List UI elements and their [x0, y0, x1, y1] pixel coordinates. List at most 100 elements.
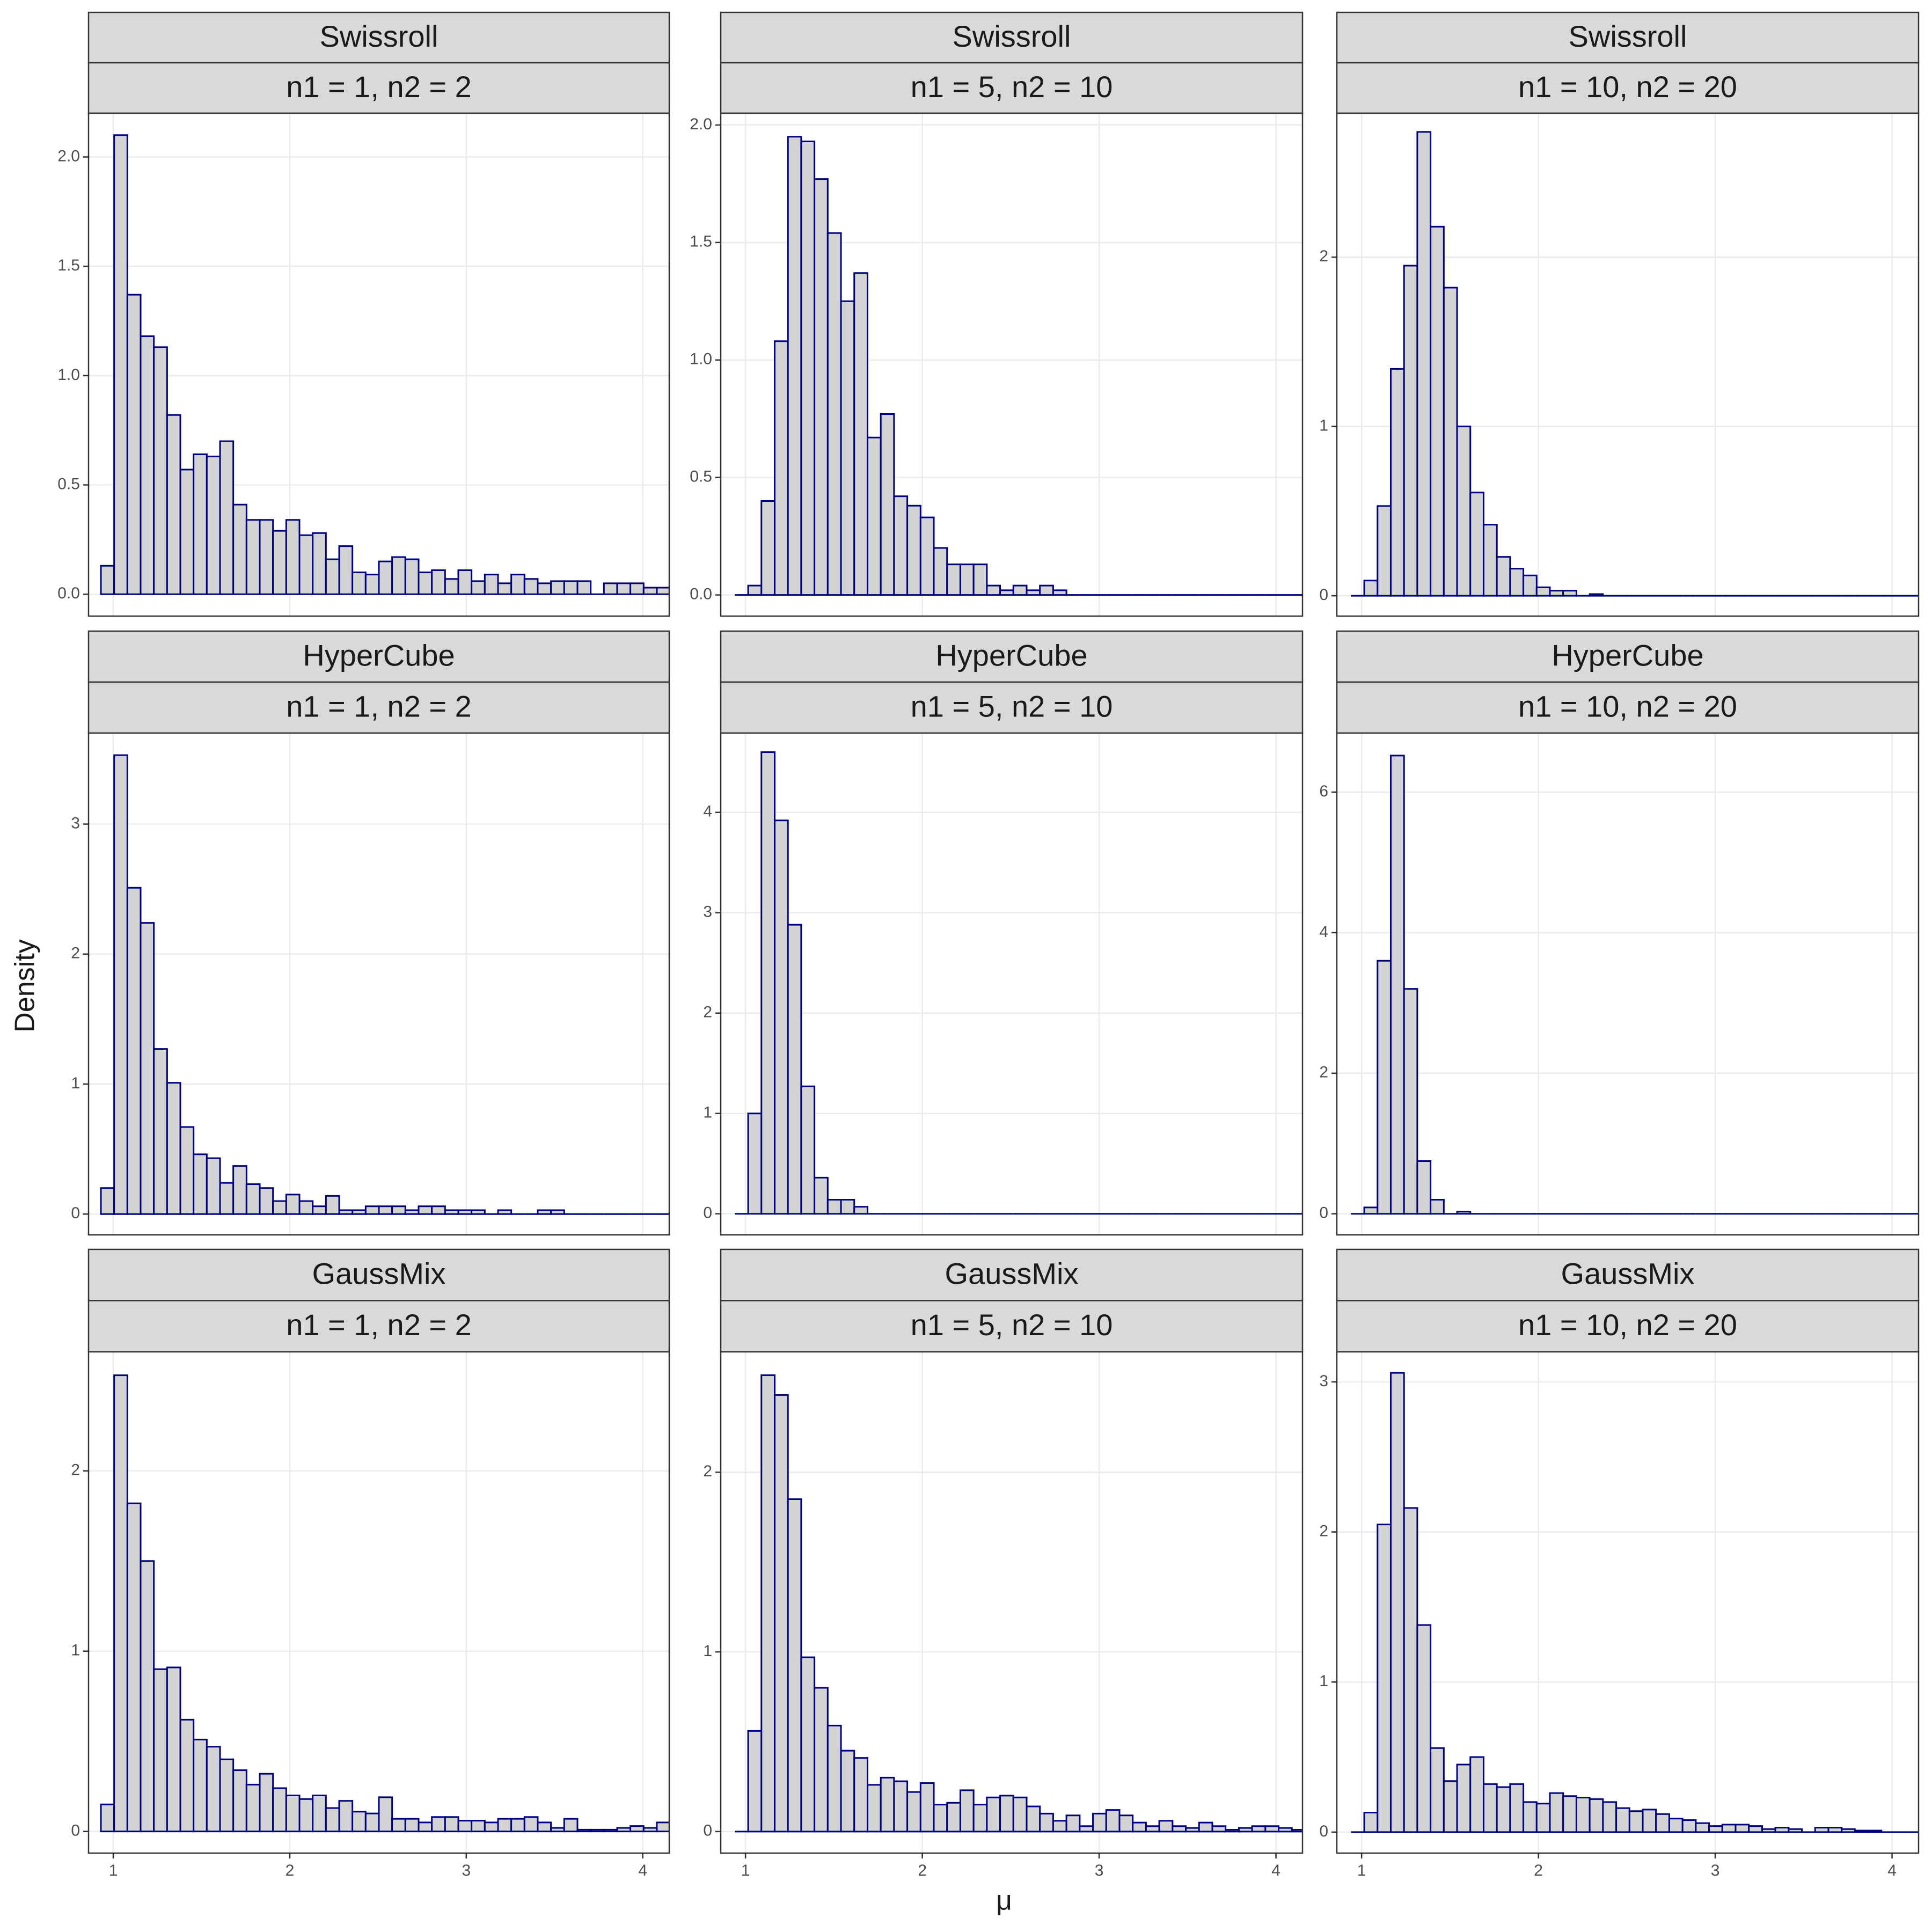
bar: [1509, 568, 1525, 597]
bar: [1079, 1825, 1094, 1833]
bar: [1443, 1780, 1458, 1833]
bar: [1867, 1829, 1883, 1833]
bars: [735, 136, 1302, 596]
bar: [1575, 1797, 1591, 1833]
bar: [1841, 1828, 1856, 1833]
bar: [378, 1205, 393, 1215]
strip-title: GaussMix: [312, 1257, 446, 1291]
bar: [1052, 589, 1067, 596]
strip-title: Swissroll: [320, 19, 438, 53]
bars: [1351, 1372, 1919, 1833]
bar: [866, 436, 882, 596]
bar: [1012, 584, 1028, 596]
bar: [814, 178, 829, 596]
bar: [1065, 1814, 1081, 1833]
bar: [418, 1821, 433, 1833]
bar: [563, 1818, 579, 1833]
bar: [893, 1780, 909, 1833]
y-tick-label: 0.5: [57, 475, 80, 493]
panel-border: [87, 732, 670, 1236]
bar: [285, 1194, 301, 1215]
bar: [630, 582, 645, 595]
bar: [1092, 1812, 1107, 1833]
strip-title: Swissroll: [953, 19, 1071, 53]
bar: [760, 1374, 775, 1833]
bars: [735, 1374, 1302, 1833]
bar: [471, 1820, 486, 1833]
bar: [550, 1209, 565, 1215]
strip-title: HyperCube: [303, 638, 455, 672]
bar: [232, 1769, 247, 1833]
bar: [1145, 1825, 1160, 1833]
x-tick-label: 2: [918, 1862, 927, 1879]
panel-border: [720, 732, 1304, 1236]
y-tick-label: 1.5: [690, 233, 712, 251]
bar: [179, 469, 195, 595]
strip: [1336, 1248, 1920, 1301]
bar: [1602, 1801, 1618, 1833]
strip-title: Swissroll: [1569, 19, 1687, 53]
y-axis-title: Density: [10, 939, 41, 1032]
y-tick-label: 0: [1319, 586, 1328, 604]
bar: [497, 1818, 513, 1833]
bar: [1549, 1792, 1564, 1833]
y-tick-label: 0.5: [690, 468, 712, 486]
bar: [352, 1811, 367, 1833]
bar: [245, 1783, 261, 1833]
bar: [906, 504, 921, 596]
bar: [999, 1795, 1014, 1833]
bar: [1430, 225, 1445, 597]
strip: [87, 62, 670, 114]
bar: [550, 580, 565, 595]
bar: [747, 1730, 763, 1833]
bar: [537, 1821, 552, 1833]
panel: 0.0 0.5 1.0 1.5 2.0: [690, 112, 1304, 617]
plot-background: [1337, 733, 1919, 1235]
bar: [1416, 131, 1432, 597]
bar: [444, 1209, 459, 1215]
bar: [1377, 505, 1392, 597]
bar: [919, 516, 935, 596]
bar: [760, 751, 775, 1215]
bar: [153, 1048, 168, 1215]
bars: [1351, 131, 1919, 597]
bar: [1389, 368, 1405, 597]
y-tick-label: 0.0: [690, 586, 712, 603]
bar: [153, 1668, 168, 1833]
panel-border: [87, 112, 670, 617]
panel-border: [87, 1351, 670, 1854]
bar: [113, 1374, 128, 1833]
y-tick-label: 0: [1319, 1823, 1328, 1840]
bar: [497, 582, 513, 595]
bar: [298, 1200, 314, 1215]
bar: [1523, 574, 1538, 597]
y-tick-label: 1: [703, 1104, 712, 1122]
bar: [787, 924, 802, 1215]
bar: [431, 569, 446, 595]
bar: [1655, 1813, 1670, 1833]
bar: [404, 1209, 420, 1215]
bar: [880, 1776, 895, 1833]
strip: [1336, 630, 1920, 683]
x-tick-label: 3: [1095, 1862, 1104, 1879]
bar: [404, 1818, 420, 1833]
bar: [616, 1827, 632, 1833]
strip: [87, 1300, 670, 1353]
bar: [1509, 1783, 1525, 1833]
panel: 0 1 2 3 4: [703, 732, 1304, 1236]
bar: [510, 1818, 525, 1833]
bar: [800, 1656, 816, 1833]
x-tick-label: 3: [1711, 1862, 1720, 1879]
strip-subtitle: n1 = 5, n2 = 10: [911, 1308, 1113, 1342]
y-tick-label: 0: [71, 1204, 80, 1222]
bar: [325, 558, 340, 595]
bar: [140, 1560, 155, 1833]
bar: [1251, 1825, 1267, 1833]
bar: [298, 1798, 314, 1833]
bar: [312, 1205, 327, 1215]
strip: [1336, 681, 1920, 734]
bar: [312, 1794, 327, 1833]
bar: [840, 300, 855, 596]
bar: [1039, 1812, 1054, 1833]
y-tick-label: 1: [71, 1074, 80, 1092]
